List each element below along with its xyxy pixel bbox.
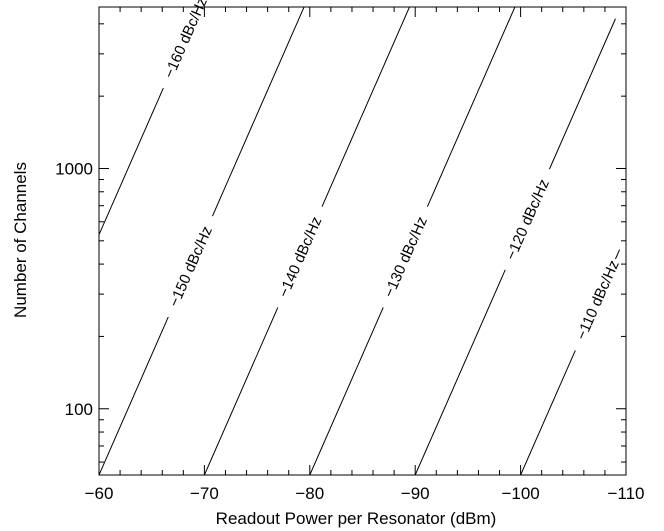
contour-line: [321, 7, 411, 207]
contour-label: −130 dBc/Hz: [381, 214, 431, 300]
plot-frame: [98, 6, 627, 476]
x-axis-label: Readout Power per Resonator (dBm): [216, 509, 497, 528]
y-tick-label: 1000: [55, 159, 93, 178]
contour-line: [99, 316, 169, 475]
contour-line: [426, 7, 516, 207]
contour-line: [203, 307, 279, 475]
contour-label: −160 dBc/Hz: [161, 0, 211, 81]
contour-line: [414, 269, 506, 475]
contour-label: −110 dBc/Hz: [573, 258, 623, 343]
contour-label: −150 dBc/Hz: [166, 224, 216, 310]
y-axis-label: Number of Channels: [11, 162, 30, 318]
contour-line: [548, 18, 616, 170]
contour-label: −140 dBc/Hz: [275, 214, 325, 300]
x-tick-label: −70: [190, 484, 219, 503]
x-tick-label: −110: [607, 484, 644, 503]
plot-area: −60 −70 −80 −90 −100 −110 100 1000 −160 dBc/Hz −1…: [55, 0, 644, 503]
contour-line: [520, 350, 576, 475]
contour-line: [309, 307, 384, 475]
contour-line: [211, 7, 305, 217]
contour-line: [615, 249, 621, 260]
contour-label: −120 dBc/Hz: [503, 177, 553, 263]
x-tick-label: −60: [85, 484, 114, 503]
contour-line: [99, 87, 164, 235]
x-tick-label: −90: [401, 484, 430, 503]
x-tick-label: −100: [501, 484, 539, 503]
y-tick-label: 100: [65, 400, 93, 419]
x-tick-label: −80: [295, 484, 324, 503]
